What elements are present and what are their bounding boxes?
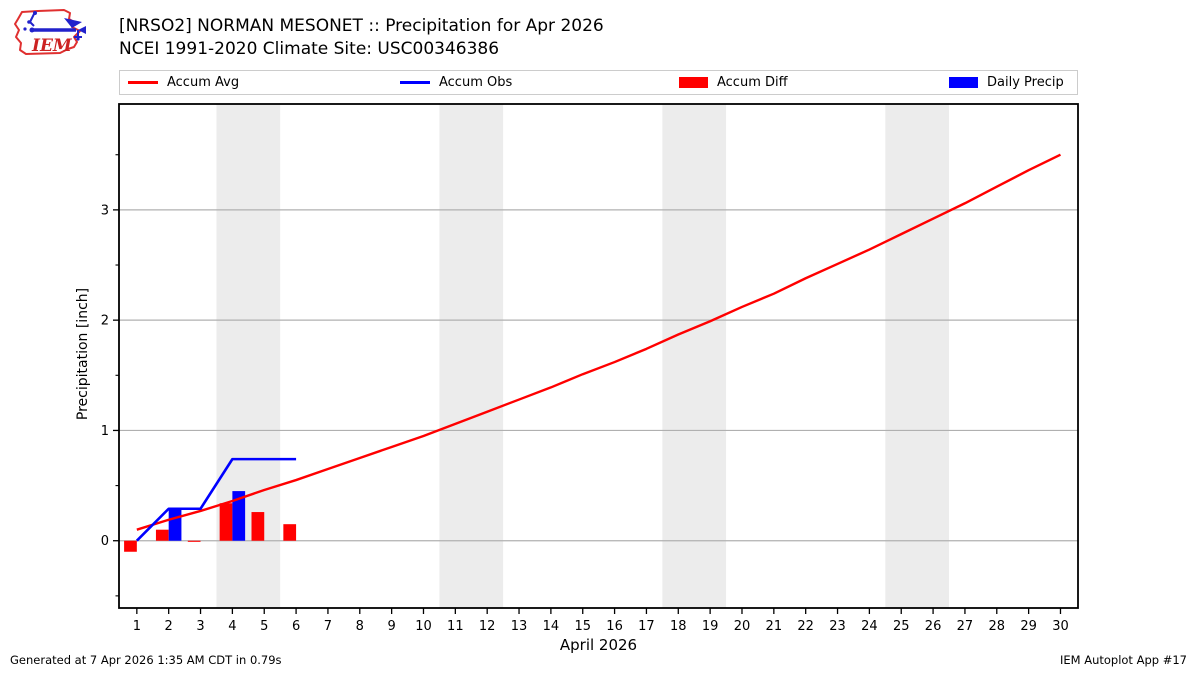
legend-item-daily-precip: Daily Precip	[949, 71, 1064, 94]
accum-avg-line-swatch-icon	[128, 81, 158, 84]
chart-subtitle: NCEI 1991-2020 Climate Site: USC00346386	[119, 39, 500, 59]
anemometer-icon	[23, 11, 86, 41]
x-tick-label: 23	[829, 619, 846, 634]
x-tick-label: 22	[797, 619, 814, 634]
y-tick-label: 1	[101, 424, 109, 439]
x-tick-label: 12	[479, 619, 496, 634]
weekend-band	[439, 104, 504, 608]
x-tick-label: 19	[702, 619, 719, 634]
daily-precip-bar	[168, 508, 182, 541]
x-tick-label: 9	[387, 619, 395, 634]
generated-at-text: Generated at 7 Apr 2026 1:35 AM CDT in 0…	[10, 653, 282, 667]
daily-precip-bar	[232, 491, 246, 541]
app-credit-text: IEM Autoplot App #17	[1059, 653, 1187, 667]
x-tick-label: 24	[861, 619, 878, 634]
legend-item-accum-avg: Accum Avg	[128, 71, 239, 94]
legend-item-accum-diff: Accum Diff	[679, 71, 788, 94]
accum-diff-patch-swatch-icon	[679, 77, 708, 88]
x-tick-label: 10	[415, 619, 432, 634]
accum-diff-bar	[187, 540, 201, 542]
iem-logo-text: IEM	[31, 36, 73, 56]
x-tick-label: 3	[196, 619, 204, 634]
x-tick-label: 18	[670, 619, 687, 634]
x-tick-label: 29	[1020, 619, 1037, 634]
chart-titles: [NRSO2] NORMAN MESONET :: Precipitation …	[119, 15, 604, 61]
y-tick-label: 0	[101, 534, 109, 549]
legend-item-accum-obs: Accum Obs	[400, 71, 512, 94]
x-tick-label: 11	[447, 619, 464, 634]
x-tick-label: 8	[356, 619, 364, 634]
y-tick-label: 2	[101, 314, 109, 329]
weekend-band	[885, 104, 950, 608]
accum-diff-bar	[124, 540, 137, 552]
x-tick-label: 27	[957, 619, 974, 634]
x-tick-label: 16	[606, 619, 623, 634]
weekend-band	[662, 104, 727, 608]
accum-diff-bar	[155, 529, 169, 541]
x-tick-label: 14	[543, 619, 560, 634]
x-tick-label: 25	[893, 619, 910, 634]
y-axis-label: Precipitation [inch]	[75, 287, 91, 421]
x-tick-label: 13	[511, 619, 528, 634]
x-tick-label: 21	[766, 619, 783, 634]
x-tick-label: 28	[989, 619, 1006, 634]
legend-label: Daily Precip	[987, 75, 1064, 90]
accum-diff-bar	[251, 512, 265, 541]
accum-avg-line	[136, 153, 1062, 531]
x-tick-label: 6	[292, 619, 300, 634]
legend-label: Accum Obs	[439, 75, 513, 90]
x-tick-label: 30	[1052, 619, 1069, 634]
plot-frame	[118, 103, 1079, 609]
accum-obs-line-swatch-icon	[400, 81, 430, 84]
accum-obs-line	[135, 457, 297, 542]
legend-label: Accum Diff	[717, 75, 788, 90]
accum-diff-bar	[283, 524, 297, 541]
x-tick-label: 4	[228, 619, 236, 634]
x-tick-label: 1	[133, 619, 141, 634]
iem-logo: IEM	[14, 9, 86, 56]
x-tick-label: 5	[260, 619, 268, 634]
x-axis-label: April 2026	[559, 636, 638, 654]
legend-label: Accum Avg	[167, 75, 240, 90]
y-tick-label: 3	[101, 203, 109, 218]
x-tick-label: 17	[638, 619, 655, 634]
daily-precip-patch-swatch-icon	[949, 77, 978, 88]
x-tick-label: 20	[734, 619, 751, 634]
chart-title: [NRSO2] NORMAN MESONET :: Precipitation …	[119, 16, 604, 36]
accum-diff-bar	[219, 503, 233, 541]
x-tick-label: 15	[574, 619, 591, 634]
legend: Accum Avg Accum Obs Accum Diff Daily Pre…	[119, 70, 1078, 95]
x-tick-label: 7	[324, 619, 332, 634]
x-tick-label: 26	[925, 619, 942, 634]
x-tick-label: 2	[165, 619, 173, 634]
